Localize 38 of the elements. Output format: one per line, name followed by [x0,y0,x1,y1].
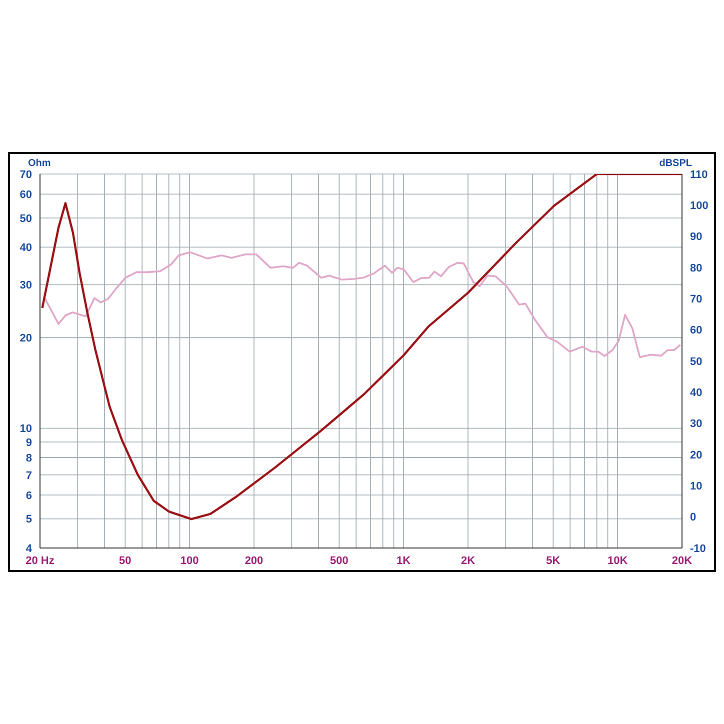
y-tick-label: 60 [20,189,32,202]
x-tick-label: 1K [396,554,411,567]
x-tick-label: 2K [460,554,476,567]
y2-tick-label: 90 [690,231,702,244]
y-tick-label: 5 [26,514,32,526]
y-tick-label: 4 [26,542,33,555]
y2-tick-label: 70 [690,294,702,306]
y-tick-label: 9 [26,436,32,449]
y-tick-label: 30 [20,280,32,292]
y2-tick-label: -10 [690,542,706,555]
y2-tick-label: 110 [690,168,708,181]
x-tick-label: 20 Hz [26,554,55,567]
y2-tick-label: 0 [690,512,696,524]
y-axis-title: Ohm [28,158,51,169]
y-tick-label: 70 [20,168,32,181]
y-tick-label: 10 [20,423,32,436]
y-tick-label: 6 [26,490,32,502]
x-tick-label: 50 [119,554,132,567]
y2-tick-label: 50 [690,356,702,368]
y2-tick-label: 20 [690,449,702,462]
y2-tick-label: 10 [690,480,702,493]
x-tick-label: 200 [244,554,264,567]
y-tick-label: 20 [20,332,32,345]
x-tick-label: 5K [546,554,560,567]
y2-tick-label: 40 [690,387,702,400]
y-tick-label: 40 [20,242,32,254]
y2-tick-label: 30 [690,418,702,430]
y-tick-label: 7 [26,470,32,482]
x-tick-label: 100 [180,554,199,567]
x-tick-label: 20K [672,554,692,567]
y2-tick-label: 100 [690,200,708,212]
y-tick-label: 50 [20,212,32,225]
x-tick-label: 500 [330,554,348,567]
x-tick-label: 10K [607,554,628,567]
y-tick-label: 8 [26,452,32,464]
y2-tick-label: 60 [690,324,702,337]
y2-tick-label: 80 [690,262,702,274]
y2-axis-title: dBSPL [659,158,692,169]
